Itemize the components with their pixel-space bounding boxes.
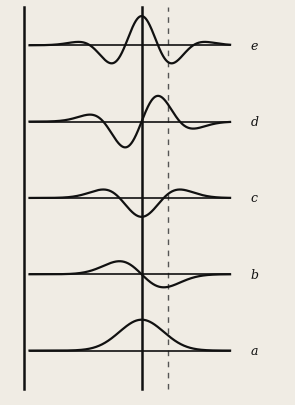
Text: d: d bbox=[251, 116, 259, 129]
Text: c: c bbox=[251, 192, 258, 205]
Text: e: e bbox=[251, 40, 258, 53]
Text: a: a bbox=[251, 344, 258, 357]
Text: b: b bbox=[251, 268, 259, 281]
